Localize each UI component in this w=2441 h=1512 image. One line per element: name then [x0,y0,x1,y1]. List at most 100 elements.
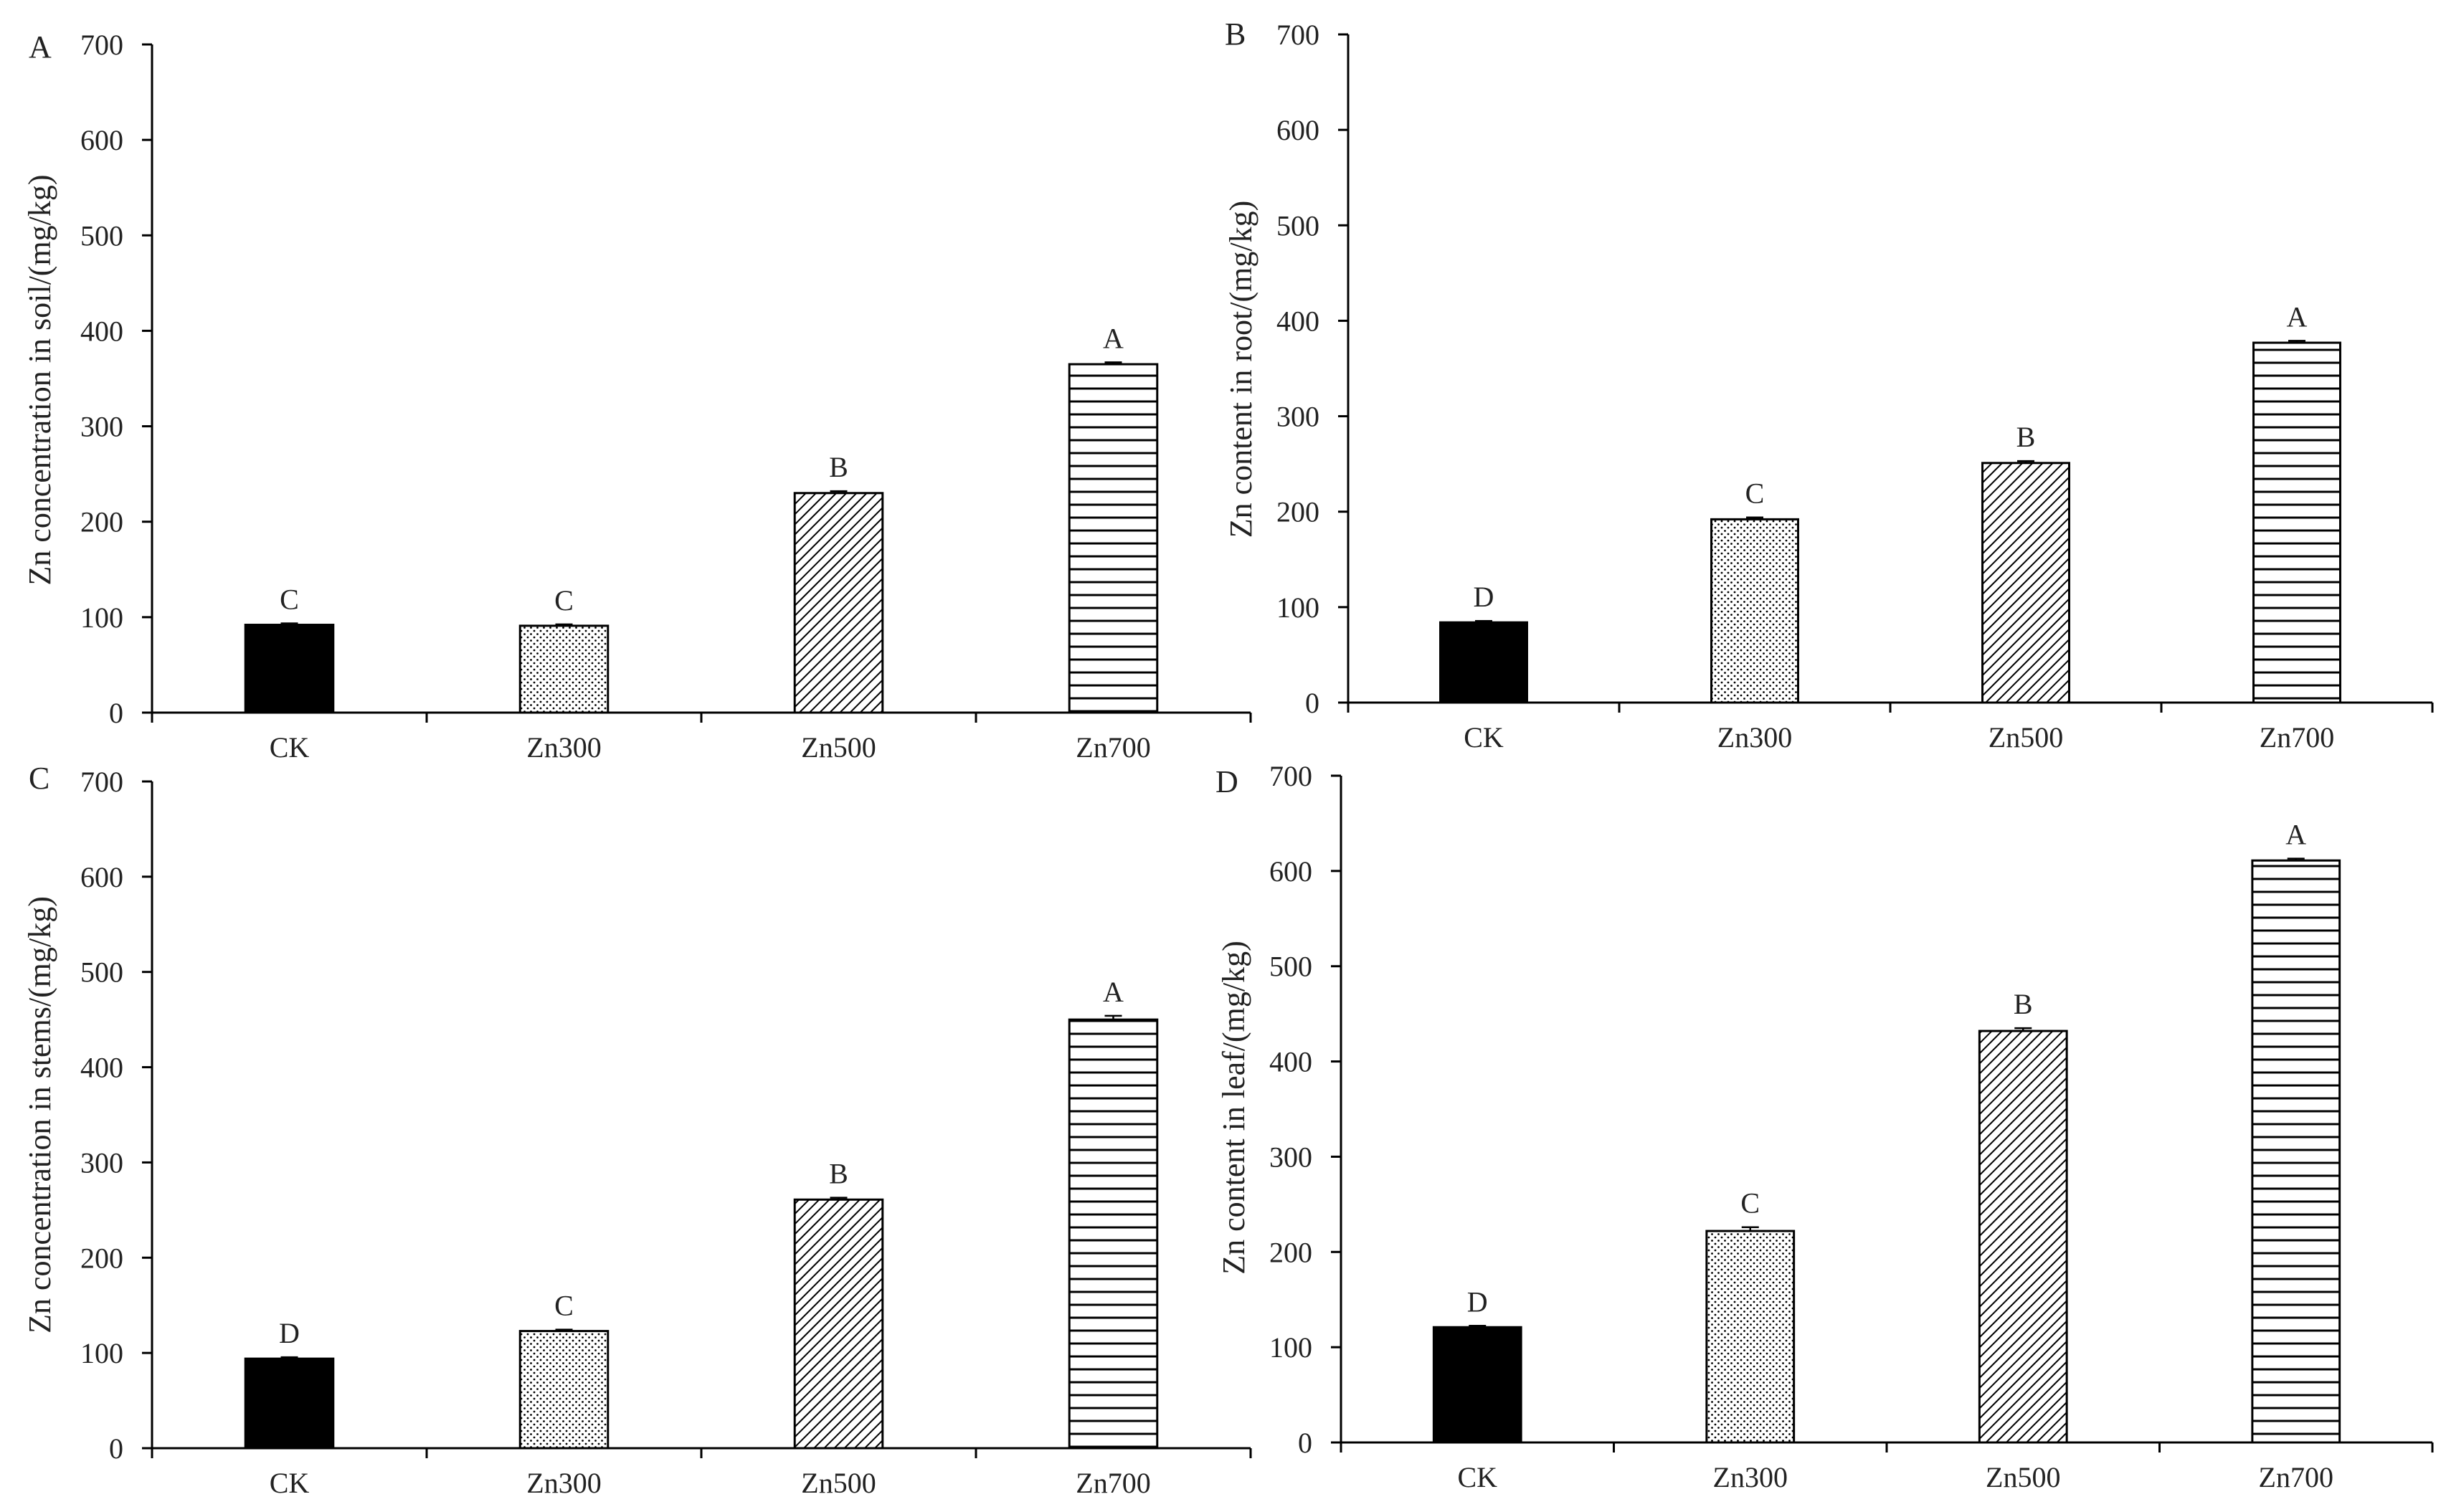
x-tick-label: Zn500 [801,1467,876,1499]
significance-letter: C [1740,1187,1760,1219]
y-tick-label: 600 [80,124,123,156]
y-tick-label: 700 [1276,19,1319,51]
x-tick-label: Zn700 [1076,731,1150,764]
significance-letter: C [280,584,299,616]
y-tick-label: 500 [80,219,123,252]
y-tick-label: 400 [1276,305,1319,337]
x-tick-label: CK [1457,1461,1497,1493]
y-tick-label: 200 [1269,1236,1312,1268]
panel-label: C [29,761,49,796]
significance-letter: B [2014,988,2033,1020]
y-tick-label: 200 [80,506,123,538]
bar-zn300 [1710,518,1799,704]
significance-letter: C [554,584,574,617]
significance-letter: B [829,451,848,483]
x-tick-label: Zn300 [1717,721,1792,753]
x-tick-label: Zn700 [2259,1461,2333,1493]
panel-a: A Zn concentration in soil/(mg/kg) 0 100 2… [22,29,1252,764]
x-tick-label: Zn500 [801,731,876,764]
x-tick-label: Zn500 [1986,1461,2060,1493]
y-tick-label: 100 [1269,1331,1312,1364]
x-tick-label: Zn500 [1989,721,2063,753]
y-tick-label: 300 [80,411,123,443]
y-tick-label: 0 [1298,1427,1312,1459]
significance-letter: B [829,1158,848,1190]
significance-letter: C [554,1290,574,1322]
y-tick-label: 200 [1276,496,1319,528]
significance-letter: A [2285,819,2306,851]
panel-b: B Zn content in root/(mg/kg) 0 100 200 300 4… [1223,16,2434,753]
plot-area: 0 100 200 300 400 500 600 700 D CK C Zn300 B Zn500 A Zn… [1269,760,2434,1493]
y-tick-label: 700 [80,766,123,798]
y-axis-label: Zn concentration in stems/(mg/kg) [22,896,57,1333]
y-tick-label: 700 [1269,760,1312,792]
panel-c: C Zn concentration in stems/(mg/kg) 0 100… [22,761,1252,1499]
bar-zn700 [2252,341,2341,704]
plot-area: 0 100 200 300 400 500 600 700 D CK C Zn300 B Zn500 A Zn… [80,766,1252,1499]
y-tick-label: 500 [80,956,123,989]
x-tick-label: CK [270,1467,310,1499]
x-tick-label: Zn300 [526,731,601,764]
x-tick-label: Zn300 [1713,1461,1788,1493]
significance-letter: A [1103,322,1124,354]
bar-zn300 [518,1330,610,1450]
y-tick-label: 600 [80,861,123,893]
y-tick-label: 700 [80,29,123,61]
bar-zn300 [1705,1230,1796,1444]
bar-ck [1432,1326,1522,1444]
bar-zn300 [518,624,610,714]
y-tick-label: 400 [1269,1046,1312,1078]
significance-letter: A [1103,976,1124,1008]
x-tick-label: Zn300 [526,1467,601,1499]
bar-zn500 [793,1198,884,1450]
bar-zn500 [1978,1030,2068,1444]
bar-zn700 [1068,363,1159,714]
significance-letter: B [2016,421,2036,453]
bar-zn700 [2251,859,2341,1444]
significance-letter: D [279,1317,300,1349]
bar-zn500 [1981,462,2070,704]
x-tick-label: CK [270,731,310,764]
bar-ck [244,624,335,714]
y-tick-label: 400 [80,1052,123,1084]
y-tick-label: 0 [109,1432,123,1465]
y-axis-title: Zn content in root/(mg/kg) [1223,201,1259,538]
y-tick-label: 500 [1276,209,1319,242]
panel-label: B [1225,16,1246,52]
y-tick-label: 100 [80,602,123,634]
panel-label: A [29,29,52,65]
y-tick-label: 0 [109,697,123,729]
y-tick-label: 200 [80,1242,123,1274]
y-tick-label: 300 [80,1146,123,1179]
y-axis-title: Zn concentration in soil/(mg/kg) [22,174,57,585]
bar-ck [1439,621,1528,704]
y-tick-label: 100 [80,1337,123,1369]
panel-label: D [1215,764,1238,799]
y-tick-label: 600 [1276,114,1319,146]
x-tick-label: CK [1464,721,1504,753]
y-tick-label: 300 [1269,1141,1312,1173]
x-tick-label: Zn700 [2260,721,2334,753]
y-tick-label: 0 [1305,687,1319,719]
significance-letter: C [1745,477,1765,510]
plot-area: 0 100 200 300 400 500 600 700 D CK C Zn300 B Zn500 A Zn… [1276,19,2434,753]
significance-letter: D [1474,581,1494,613]
y-axis-label: Zn concentration in soil/(mg/kg) [22,174,57,585]
y-tick-label: 400 [80,315,123,347]
y-axis-title: Zn content in leaf/(mg/kg) [1216,941,1251,1275]
y-tick-label: 100 [1276,591,1319,624]
y-axis-label: Zn content in leaf/(mg/kg) [1216,941,1251,1275]
bar-ck [244,1357,335,1450]
plot-area: 0 100 200 300 400 500 600 700 C CK C Zn300 B Zn500 A Zn… [80,29,1252,764]
panel-d: D Zn content in leaf/(mg/kg) 0 100 200 300 4… [1215,760,2434,1493]
bar-zn700 [1068,1018,1159,1450]
y-axis-label: Zn content in root/(mg/kg) [1223,201,1259,538]
y-tick-label: 300 [1276,401,1319,433]
y-axis-title: Zn concentration in stems/(mg/kg) [22,896,57,1333]
significance-letter: A [2287,300,2308,333]
significance-letter: D [1467,1285,1488,1318]
y-tick-label: 600 [1269,855,1312,888]
bar-zn500 [793,492,884,714]
y-tick-label: 500 [1269,951,1312,983]
